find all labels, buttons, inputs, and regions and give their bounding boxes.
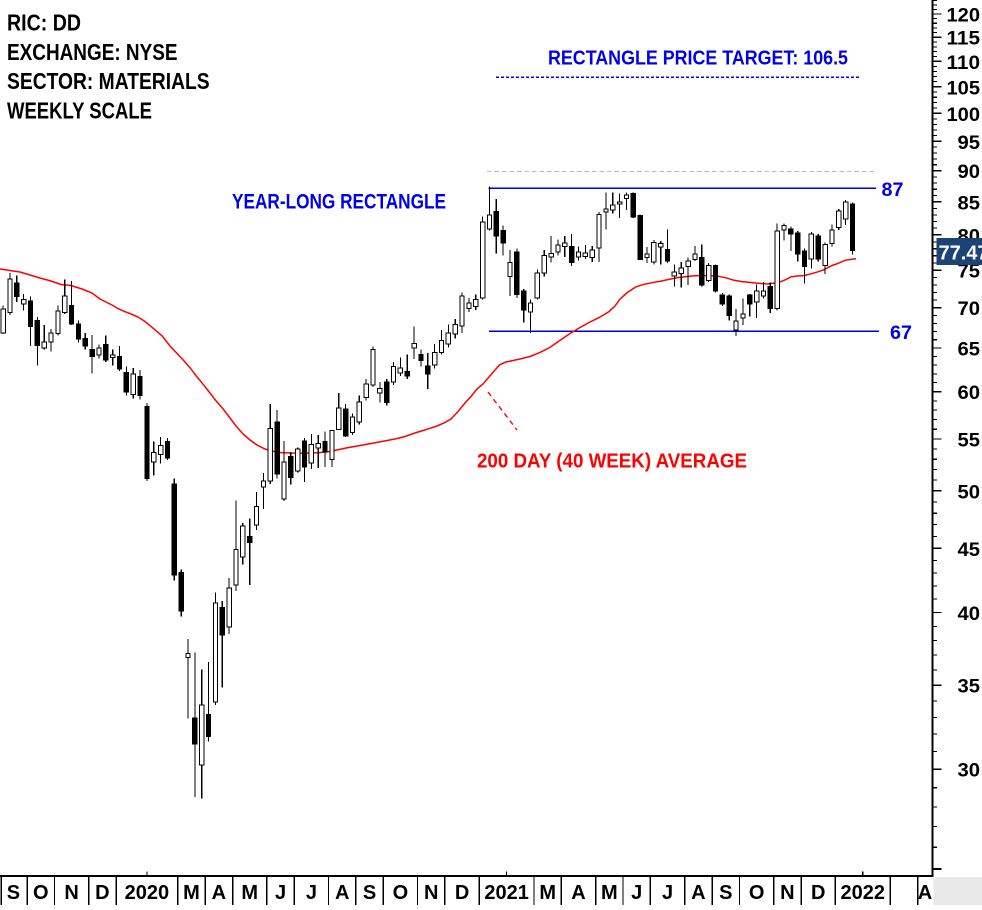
svg-text:2020: 2020: [125, 882, 170, 904]
svg-text:O: O: [749, 882, 765, 904]
svg-text:M: M: [539, 882, 556, 904]
svg-text:J: J: [275, 882, 286, 904]
svg-text:45: 45: [958, 539, 981, 561]
svg-text:D: D: [811, 882, 825, 904]
svg-text:50: 50: [958, 481, 981, 503]
svg-text:RECTANGLE PRICE TARGET: 106.5: RECTANGLE PRICE TARGET: 106.5: [548, 48, 848, 70]
svg-text:N: N: [780, 882, 794, 904]
svg-text:EXCHANGE: NYSE: EXCHANGE: NYSE: [7, 39, 178, 65]
svg-text:A: A: [571, 882, 585, 904]
svg-text:65: 65: [958, 339, 981, 361]
svg-text:95: 95: [958, 132, 981, 154]
svg-text:60: 60: [958, 382, 981, 404]
svg-text:70: 70: [958, 298, 981, 320]
svg-text:55: 55: [958, 430, 981, 452]
svg-text:90: 90: [958, 161, 981, 183]
svg-text:YEAR-LONG RECTANGLE: YEAR-LONG RECTANGLE: [232, 191, 446, 214]
svg-text:RIC: DD: RIC: DD: [7, 10, 81, 36]
svg-text:J: J: [662, 882, 673, 904]
svg-text:M: M: [183, 882, 200, 904]
svg-text:A: A: [918, 882, 932, 904]
svg-text:O: O: [393, 882, 409, 904]
svg-text:S: S: [719, 882, 732, 904]
svg-text:2021: 2021: [484, 882, 529, 904]
svg-text:S: S: [7, 882, 20, 904]
svg-text:2022: 2022: [841, 882, 886, 904]
svg-text:87: 87: [882, 179, 904, 201]
svg-text:N: N: [64, 882, 78, 904]
svg-text:N: N: [424, 882, 438, 904]
svg-text:115: 115: [947, 28, 981, 50]
svg-text:110: 110: [947, 52, 981, 74]
svg-text:120: 120: [947, 5, 981, 27]
svg-text:67: 67: [890, 322, 912, 344]
svg-text:105: 105: [947, 77, 981, 99]
svg-text:WEEKLY SCALE: WEEKLY SCALE: [7, 97, 152, 123]
svg-text:D: D: [95, 882, 109, 904]
svg-text:100: 100: [947, 104, 981, 126]
svg-text:85: 85: [958, 192, 981, 214]
svg-text:A: A: [212, 882, 226, 904]
svg-text:J: J: [631, 882, 642, 904]
svg-text:D: D: [455, 882, 469, 904]
svg-text:J: J: [306, 882, 317, 904]
svg-text:O: O: [33, 882, 49, 904]
svg-text:M: M: [241, 882, 258, 904]
svg-text:A: A: [691, 882, 705, 904]
svg-text:SECTOR: MATERIALS: SECTOR: MATERIALS: [7, 68, 210, 94]
svg-text:30: 30: [958, 760, 981, 782]
svg-text:200 DAY (40 WEEK) AVERAGE: 200 DAY (40 WEEK) AVERAGE: [477, 450, 747, 473]
svg-text:35: 35: [958, 676, 981, 698]
svg-text:40: 40: [958, 603, 981, 625]
svg-text:77.47: 77.47: [939, 242, 982, 264]
svg-text:S: S: [363, 882, 376, 904]
svg-text:A: A: [335, 882, 349, 904]
svg-text:M: M: [601, 882, 618, 904]
